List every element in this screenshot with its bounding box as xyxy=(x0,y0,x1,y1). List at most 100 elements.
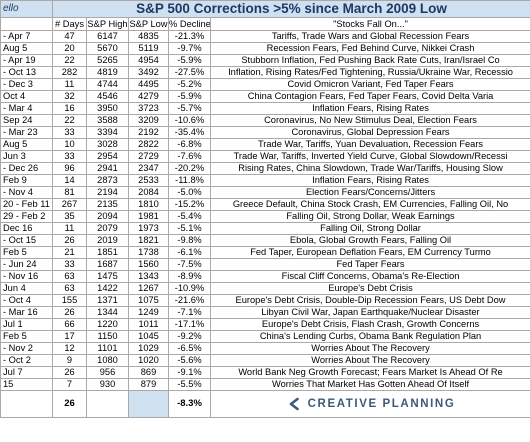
sp-low-cell[interactable]: 2084 xyxy=(128,186,169,199)
days-cell[interactable]: 33 xyxy=(52,126,87,139)
days-cell[interactable]: 14 xyxy=(52,174,87,187)
date-cell[interactable]: Feb 9 xyxy=(0,174,53,187)
decline-cell[interactable]: -5.9% xyxy=(168,90,211,103)
days-cell[interactable]: 20 xyxy=(52,42,87,55)
decline-cell[interactable]: -9.2% xyxy=(168,330,211,343)
sp-low-cell[interactable]: 1821 xyxy=(128,234,169,247)
date-cell[interactable]: - Oct 2 xyxy=(0,354,53,367)
decline-cell[interactable]: -20.2% xyxy=(168,162,211,175)
sp-high-cell[interactable]: 2194 xyxy=(86,186,129,199)
decline-cell[interactable]: -11.8% xyxy=(168,174,211,187)
decline-cell[interactable]: -8.9% xyxy=(168,270,211,283)
cause-cell[interactable]: Inflation, Rising Rates/Fed Tightening, … xyxy=(209,66,530,79)
sp-low-cell[interactable]: 1045 xyxy=(128,330,169,343)
sp-low-cell[interactable]: 4279 xyxy=(128,90,169,103)
sp-low-cell[interactable]: 1738 xyxy=(128,246,169,259)
sp-low-cell[interactable]: 879 xyxy=(128,378,169,391)
date-cell[interactable]: - Apr 7 xyxy=(0,30,53,43)
decline-cell[interactable]: -5.5% xyxy=(168,378,211,391)
decline-cell[interactable]: -5.4% xyxy=(168,210,211,223)
cause-cell[interactable]: Inflation Fears, Rising Rates xyxy=(209,174,530,187)
sp-high-cell[interactable]: 3588 xyxy=(86,114,129,127)
decline-cell[interactable]: -6.5% xyxy=(168,342,211,355)
cause-cell[interactable]: Falling Oil, Strong Dollar xyxy=(209,222,530,235)
date-cell[interactable]: Dec 16 xyxy=(0,222,53,235)
decline-cell[interactable]: -10.9% xyxy=(168,282,211,295)
days-cell[interactable]: 63 xyxy=(52,270,87,283)
cause-cell[interactable]: Recession Fears, Fed Behind Curve, Nikke… xyxy=(209,42,530,55)
sp-high-cell[interactable]: 1080 xyxy=(86,354,129,367)
cause-cell[interactable]: Coronavirus, Global Depression Fears xyxy=(209,126,530,139)
sp-high-cell[interactable]: 930 xyxy=(86,378,129,391)
days-cell[interactable]: 35 xyxy=(52,210,87,223)
cause-cell[interactable]: Rising Rates, China Slowdown, Trade War/… xyxy=(209,162,530,175)
days-cell[interactable]: 47 xyxy=(52,30,87,43)
sp-low-cell[interactable]: 4954 xyxy=(128,54,169,67)
header-sp-low[interactable]: S&P Low xyxy=(128,17,169,31)
header-cause[interactable]: "Stocks Fall On..." xyxy=(209,17,530,31)
sp-low-cell[interactable]: 2533 xyxy=(128,174,169,187)
decline-cell[interactable]: -5.7% xyxy=(168,102,211,115)
sp-low-cell[interactable]: 1981 xyxy=(128,210,169,223)
date-cell[interactable]: - Mar 16 xyxy=(0,306,53,319)
sp-low-cell[interactable]: 3492 xyxy=(128,66,169,79)
days-cell[interactable]: 33 xyxy=(52,150,87,163)
sp-low-cell[interactable]: 1560 xyxy=(128,258,169,271)
date-cell[interactable]: - Nov 4 xyxy=(0,186,53,199)
decline-cell[interactable]: -5.1% xyxy=(168,222,211,235)
sp-high-cell[interactable]: 3950 xyxy=(86,102,129,115)
sp-high-cell[interactable]: 1371 xyxy=(86,294,129,307)
decline-cell[interactable]: -5.2% xyxy=(168,78,211,91)
days-cell[interactable]: 22 xyxy=(52,54,87,67)
cause-cell[interactable]: Covid Omicron Variant, Fed Taper Fears xyxy=(209,78,530,91)
sp-low-cell[interactable]: 3723 xyxy=(128,102,169,115)
days-cell[interactable]: 26 xyxy=(52,366,87,379)
sp-high-cell[interactable]: 956 xyxy=(86,366,129,379)
days-cell[interactable]: 21 xyxy=(52,246,87,259)
cause-cell[interactable]: Europe's Debt Crisis, Flash Crash, Growt… xyxy=(209,318,530,331)
sp-low-cell[interactable]: 1029 xyxy=(128,342,169,355)
date-cell[interactable]: Jul 1 xyxy=(0,318,53,331)
sp-high-cell[interactable]: 1101 xyxy=(86,342,129,355)
sp-high-cell[interactable]: 2954 xyxy=(86,150,129,163)
date-cell[interactable]: 29 - Feb 2 xyxy=(0,210,53,223)
sp-high-cell[interactable]: 2873 xyxy=(86,174,129,187)
cause-cell[interactable]: China's Lending Curbs, Obama Bank Regula… xyxy=(209,330,530,343)
sp-low-cell[interactable]: 5119 xyxy=(128,42,169,55)
decline-cell[interactable]: -6.8% xyxy=(168,138,211,151)
cause-cell[interactable]: Greece Default, China Stock Crash, EM Cu… xyxy=(209,198,530,211)
days-cell[interactable]: 17 xyxy=(52,330,87,343)
sp-high-cell[interactable]: 1220 xyxy=(86,318,129,331)
cause-cell[interactable]: Fiscal Cliff Concerns, Obama's Re-Electi… xyxy=(209,270,530,283)
date-cell[interactable]: - Mar 23 xyxy=(0,126,53,139)
sp-low-cell[interactable]: 4495 xyxy=(128,78,169,91)
decline-cell[interactable]: -5.0% xyxy=(168,186,211,199)
decline-cell[interactable]: -9.8% xyxy=(168,234,211,247)
decline-cell[interactable]: -17.1% xyxy=(168,318,211,331)
decline-cell[interactable]: -27.5% xyxy=(168,66,211,79)
cause-cell[interactable]: Inflation Fears, Rising Rates xyxy=(209,102,530,115)
days-cell[interactable]: 96 xyxy=(52,162,87,175)
decline-cell[interactable]: -10.6% xyxy=(168,114,211,127)
decline-cell[interactable]: -9.1% xyxy=(168,366,211,379)
sp-high-cell[interactable]: 2019 xyxy=(86,234,129,247)
sp-high-cell[interactable]: 4819 xyxy=(86,66,129,79)
sp-low-cell[interactable]: 1249 xyxy=(128,306,169,319)
sp-high-cell[interactable]: 4546 xyxy=(86,90,129,103)
decline-cell[interactable]: -7.6% xyxy=(168,150,211,163)
cause-cell[interactable]: Worries About The Recovery xyxy=(209,342,530,355)
date-cell[interactable]: - Dec 3 xyxy=(0,78,53,91)
sp-high-cell[interactable]: 5265 xyxy=(86,54,129,67)
sp-low-cell[interactable]: 2192 xyxy=(128,126,169,139)
sp-low-cell[interactable]: 2822 xyxy=(128,138,169,151)
date-cell[interactable]: 20 - Feb 11 xyxy=(0,198,53,211)
date-cell[interactable]: Jun 4 xyxy=(0,282,53,295)
sp-high-cell[interactable]: 1851 xyxy=(86,246,129,259)
date-cell[interactable]: - Jun 24 xyxy=(0,258,53,271)
sp-low-cell[interactable]: 1973 xyxy=(128,222,169,235)
sp-high-cell[interactable]: 4744 xyxy=(86,78,129,91)
sp-high-cell[interactable]: 2941 xyxy=(86,162,129,175)
header-sp-high[interactable]: S&P High xyxy=(86,17,129,31)
cause-cell[interactable]: Ebola, Global Growth Fears, Falling Oil xyxy=(209,234,530,247)
table-title[interactable]: S&P 500 Corrections >5% since March 2009… xyxy=(51,0,530,18)
